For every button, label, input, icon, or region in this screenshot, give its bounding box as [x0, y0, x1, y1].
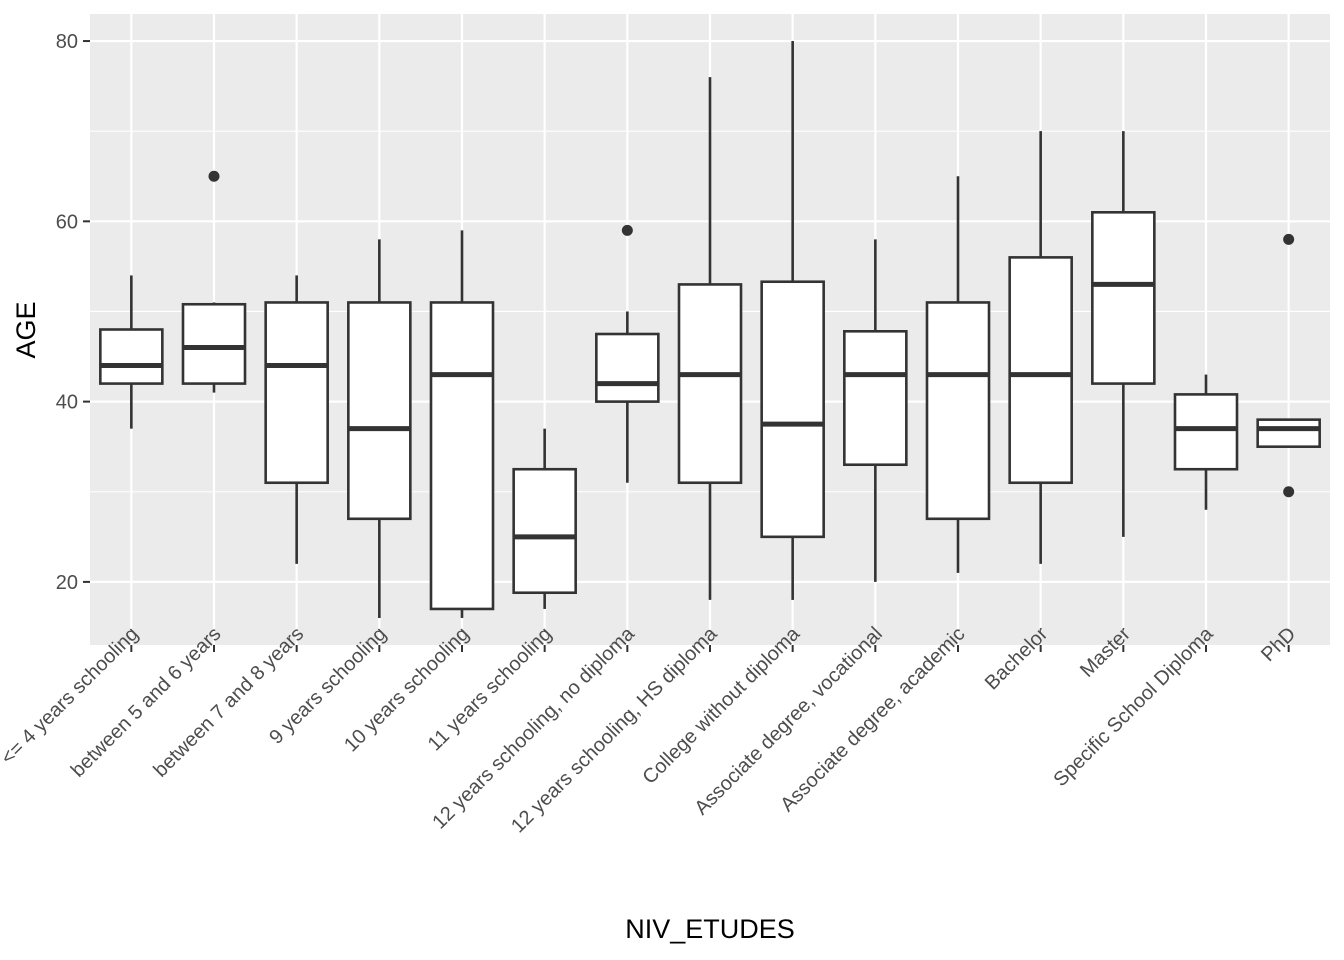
box-group — [843, 239, 908, 582]
y-tick-label: 20 — [56, 572, 78, 594]
box — [264, 301, 329, 485]
x-tick-label: between 7 and 8 years — [150, 623, 309, 782]
box — [512, 467, 577, 595]
x-tick-label: Specific School Diploma — [1049, 622, 1218, 791]
box — [595, 332, 660, 403]
box-group — [760, 41, 825, 600]
box — [925, 301, 991, 521]
y-tick-label: 80 — [56, 31, 78, 53]
box-group — [1173, 374, 1239, 510]
box-group — [264, 275, 329, 564]
outlier-point — [1283, 233, 1295, 245]
y-tick-label: 40 — [56, 392, 78, 414]
box — [760, 280, 825, 539]
box-group — [99, 275, 164, 429]
box-group — [429, 230, 495, 618]
box — [1256, 418, 1321, 448]
box — [843, 330, 908, 467]
box — [677, 283, 743, 485]
box-group — [181, 170, 247, 393]
box — [181, 302, 247, 385]
outlier-point — [621, 224, 633, 236]
y-tick-label: 60 — [56, 211, 78, 233]
box — [1091, 211, 1156, 385]
box-group — [595, 224, 660, 483]
box — [99, 328, 164, 385]
box-group — [1256, 233, 1321, 498]
box-group — [512, 428, 577, 609]
box — [347, 301, 412, 521]
box — [1173, 393, 1239, 471]
box — [1008, 256, 1073, 485]
x-tick-label: between 5 and 6 years — [67, 623, 226, 782]
box — [429, 301, 495, 611]
box-group — [925, 176, 991, 573]
x-tick-label: <= 4 years schooling — [0, 623, 143, 769]
outlier-point — [1283, 486, 1295, 498]
y-axis: 20 40 60 80 — [56, 31, 90, 594]
box-group — [1008, 131, 1073, 564]
y-axis-title: AGE — [11, 301, 41, 358]
x-axis-title: NIV_ETUDES — [625, 914, 795, 944]
outlier-point — [208, 170, 220, 182]
x-tick-label: College without diploma — [638, 622, 804, 788]
box-group — [347, 239, 412, 618]
box-group — [677, 77, 743, 600]
box-marks — [99, 41, 1321, 618]
box-group — [1091, 131, 1156, 537]
